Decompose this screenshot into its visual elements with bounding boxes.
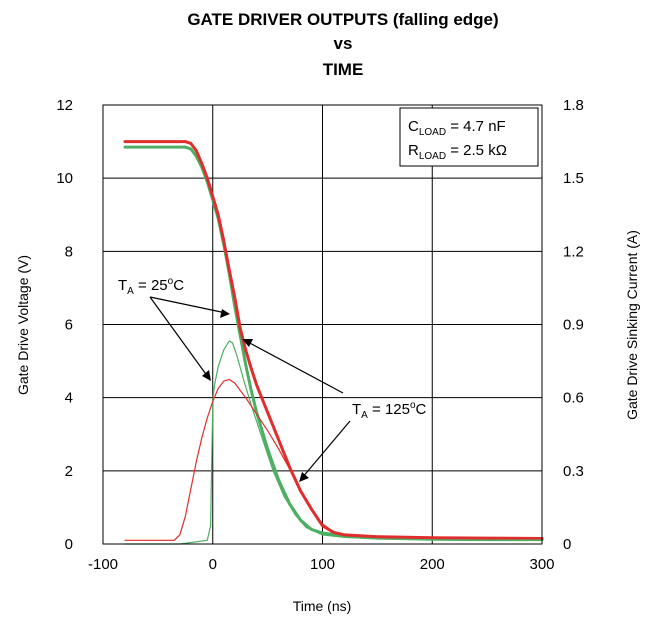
- load-legend-box: CLOAD = 4.7 nF RLOAD = 2.5 kΩ: [399, 107, 539, 167]
- legend-r-load-sub: LOAD: [419, 151, 446, 162]
- legend-c-load-value: = 4.7 nF: [446, 118, 506, 135]
- x-tick-label-1: 0: [209, 556, 217, 573]
- tick-labels: -100 0 100 200 300 0 2 4 6 8 10 12 0 0.3 0.6 0.9 1.2 1.5 1…: [56, 97, 584, 573]
- legend-r-load-main: R: [408, 142, 419, 159]
- annotation-ta-125-arrowhead-1: [242, 339, 253, 347]
- annotation-ta-125-main: T: [352, 401, 361, 418]
- annotation-ta-25-arrowhead-1: [220, 309, 230, 318]
- annotation-ta-25-unit: C: [173, 277, 184, 294]
- x-tick-label-4: 300: [529, 556, 554, 573]
- y-right-tick-label-4: 1.2: [563, 243, 584, 260]
- x-axis-label: Time (ns): [293, 598, 352, 614]
- series-line-3: [124, 378, 543, 541]
- legend-c-load-main: C: [408, 118, 419, 135]
- y-right-tick-label-6: 1.8: [563, 97, 584, 114]
- legend-box-frame: [399, 107, 539, 167]
- annotation-ta-125-text: TA = 125oC: [352, 400, 427, 421]
- legend-r-load: RLOAD = 2.5 kΩ: [408, 142, 507, 162]
- annotation-ta-125: TA = 125oC: [242, 339, 427, 482]
- legend-c-load: CLOAD = 4.7 nF: [408, 118, 506, 138]
- annotation-ta-25-sup: o: [168, 276, 174, 287]
- y-axis-right-label: Gate Drive Sinking Current (A): [624, 230, 640, 420]
- annotation-ta-25-main: T: [118, 277, 127, 294]
- x-tick-label-0: -100: [88, 556, 118, 573]
- y-right-tick-label-0: 0: [563, 536, 571, 553]
- annotation-ta-125-sub: A: [361, 410, 368, 421]
- y-left-tick-label-4: 8: [65, 243, 73, 260]
- chart-title-line-1: GATE DRIVER OUTPUTS (falling edge): [187, 10, 498, 29]
- annotation-ta-125-value: = 125: [368, 401, 410, 418]
- annotation-ta-25-arrow-2: [149, 296, 209, 378]
- y-axis-left-label: Gate Drive Voltage (V): [15, 255, 31, 395]
- chart-title-line-3: TIME: [323, 60, 364, 79]
- annotation-ta-25-arrow-1: [149, 296, 227, 314]
- y-left-tick-label-2: 4: [65, 390, 73, 407]
- chart-title-line-2: vs: [334, 34, 353, 53]
- legend-r-load-value: = 2.5 kΩ: [446, 142, 507, 159]
- annotation-ta-25-value: = 25: [134, 277, 168, 294]
- x-tick-label-3: 200: [420, 556, 445, 573]
- y-left-tick-label-0: 0: [65, 536, 73, 553]
- annotation-ta-25-text: TA = 25oC: [118, 276, 184, 297]
- annotation-ta-125-sup: o: [410, 400, 416, 411]
- annotation-ta-25-arrowhead-2: [202, 370, 211, 381]
- y-left-tick-label-1: 2: [65, 463, 73, 480]
- annotation-ta-125-arrow-2: [301, 420, 351, 479]
- x-tick-label-2: 100: [310, 556, 335, 573]
- annotation-ta-25-sub: A: [127, 286, 134, 297]
- annotation-ta-125-arrowhead-2: [299, 472, 309, 482]
- y-left-tick-label-6: 12: [56, 97, 73, 114]
- grid-lines: [103, 105, 542, 544]
- series-line-2: [124, 340, 543, 545]
- data-series: [123, 140, 544, 545]
- legend-c-load-sub: LOAD: [419, 127, 446, 138]
- series-line-0: [123, 145, 544, 542]
- y-right-tick-label-1: 0.3: [563, 463, 584, 480]
- y-right-tick-label-5: 1.5: [563, 170, 584, 187]
- annotation-ta-125-unit: C: [416, 401, 427, 418]
- y-right-tick-label-3: 0.9: [563, 317, 584, 334]
- plot-frame: [102, 104, 543, 545]
- y-left-tick-label-5: 10: [56, 170, 73, 187]
- annotation-ta-125-arrow-1: [245, 340, 344, 394]
- series-line-1: [123, 140, 544, 540]
- annotation-ta-25: TA = 25oC: [118, 276, 230, 381]
- y-left-tick-label-3: 6: [65, 317, 73, 334]
- y-right-tick-label-2: 0.6: [563, 390, 584, 407]
